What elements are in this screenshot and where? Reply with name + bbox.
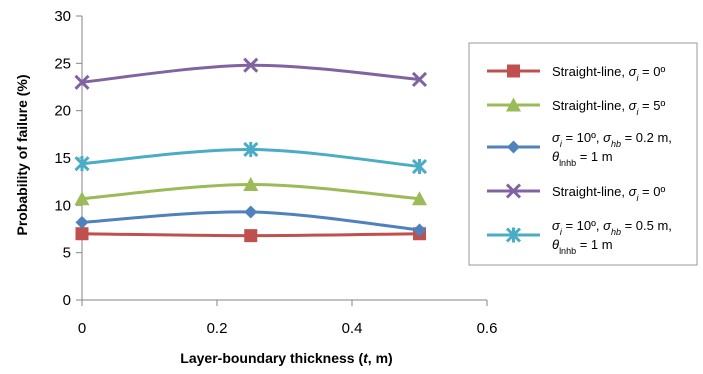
data-point [76, 216, 89, 229]
series-layer [75, 59, 428, 242]
y-tick-label: 10 [54, 197, 71, 214]
x-tick-label: 0.6 [477, 320, 498, 337]
y-tick-label: 30 [54, 8, 71, 25]
y-axis-label: Probability of failure (%) [14, 74, 30, 235]
series-3 [76, 59, 427, 89]
data-point [76, 227, 89, 240]
legend-swatch-marker [507, 65, 520, 78]
x-tick-label: 0.4 [342, 320, 363, 337]
x-tick-label: 0.2 [207, 320, 228, 337]
series-line [82, 65, 420, 82]
series-4 [76, 142, 427, 174]
y-tick-label: 15 [54, 150, 71, 167]
x-tick-label: 0 [78, 320, 86, 337]
y-tick-label: 20 [54, 103, 71, 120]
y-tick-label: 0 [63, 292, 71, 309]
series-1 [75, 177, 428, 205]
data-point [244, 229, 257, 242]
series-0 [76, 227, 427, 242]
y-tick-label: 5 [63, 245, 71, 262]
y-tick-label: 25 [54, 55, 71, 72]
axes: 0 5 10 15 20 25 30 0 0.2 0.4 0.6 [54, 8, 497, 337]
data-point [244, 205, 257, 218]
x-axis-label: Layer-boundary thickness (t, m) [180, 350, 392, 366]
